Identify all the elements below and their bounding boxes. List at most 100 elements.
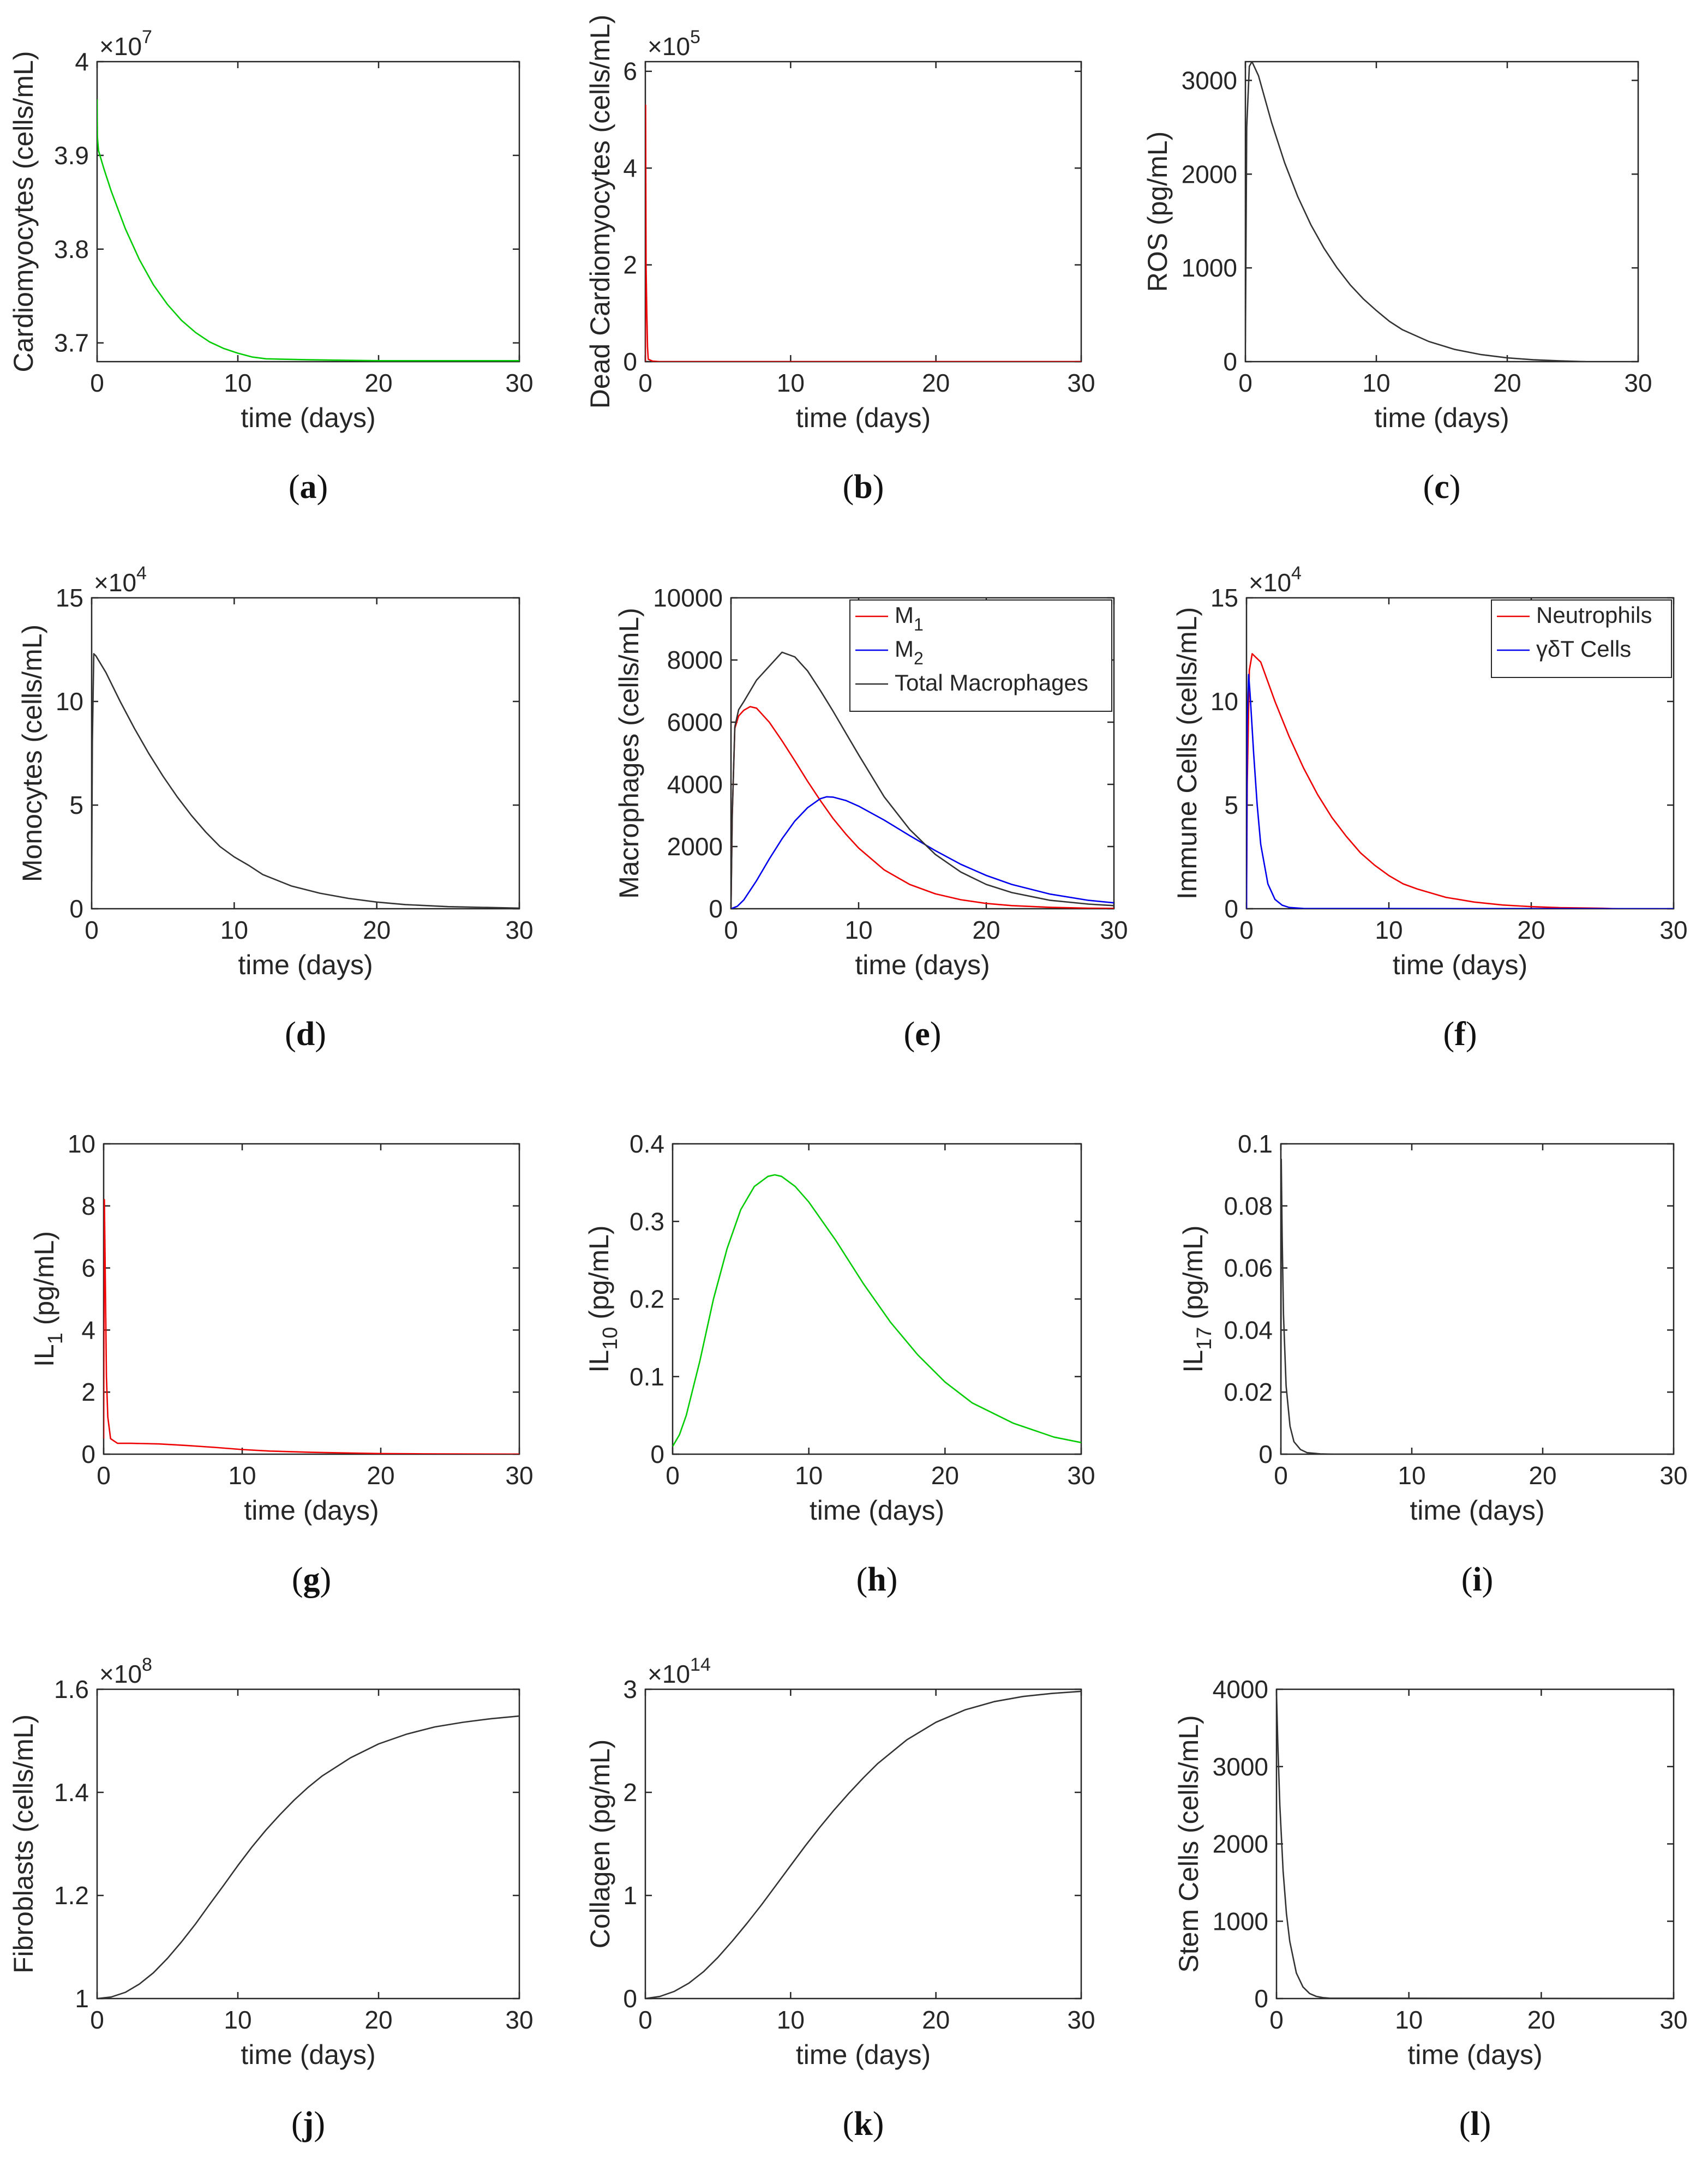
panel-label: (d) xyxy=(285,1016,326,1053)
x-tick-label: 10 xyxy=(224,369,251,397)
y-tick-label: 10000 xyxy=(653,584,723,612)
x-tick-label: 30 xyxy=(505,916,533,944)
y-tick-label: 1 xyxy=(623,1881,637,1910)
exponent-label: ×108 xyxy=(99,1654,152,1688)
y-axis-label: ROS (pg/mL) xyxy=(1142,131,1173,292)
y-tick-label: 0 xyxy=(1258,1440,1273,1468)
axes-frame-c xyxy=(1244,61,1639,363)
panel-k: 0 10 20 30 0 1 2 3 ×1014 time (days) Collagen (pg/… xyxy=(585,1654,1095,2143)
y-axis-label: IL17 (pg/mL) xyxy=(1178,1225,1216,1372)
y-tick-label: 6 xyxy=(81,1254,95,1282)
panel-label: (a) xyxy=(289,469,328,506)
y-tick-label: 4000 xyxy=(667,770,723,799)
x-tick-label: 0 xyxy=(666,1461,680,1490)
series-line--t-cells xyxy=(1246,674,1674,909)
legend-entry: Total Macrophages xyxy=(895,670,1088,695)
x-tick-label: 30 xyxy=(1067,2006,1095,2034)
x-tick-label: 0 xyxy=(85,916,99,944)
y-tick-label: 4 xyxy=(81,1316,95,1344)
y-tick-label: 3000 xyxy=(1182,66,1237,94)
y-axis-label: Macrophages (cells/mL) xyxy=(614,608,644,899)
series-line-il1 xyxy=(104,1199,519,1454)
x-tick-label: 10 xyxy=(777,369,805,397)
panel-a: 0 10 20 30 3.7 3.8 3.9 4 ×107 time (days) Cardiomy… xyxy=(8,27,534,506)
panel-b: 0 10 20 30 0 2 4 6 ×105 time (days) Dead Cardiomyo… xyxy=(585,15,1095,506)
x-tick-label: 20 xyxy=(922,369,950,397)
y-tick-label: 2000 xyxy=(667,832,723,861)
y-axis-label: Cardiomyocytes (cells/mL) xyxy=(8,51,39,372)
y-tick-label: 1.6 xyxy=(54,1675,89,1703)
x-tick-label: 30 xyxy=(505,1461,533,1490)
x-tick-label: 20 xyxy=(367,1461,394,1490)
series-line-collagen xyxy=(645,1690,1081,1999)
y-tick-label: 8 xyxy=(81,1192,95,1220)
y-axis-label: IL10 (pg/mL) xyxy=(584,1225,622,1372)
x-tick-label: 30 xyxy=(1067,369,1095,397)
y-tick-label: 10 xyxy=(56,687,83,716)
axes-frame-g xyxy=(103,1143,520,1455)
panel-i: 0 10 20 30 0 0.02 0.04 0.06 0.08 0.1 time (days) IL… xyxy=(1178,1130,1688,1598)
legend-entry: γδT Cells xyxy=(1536,636,1631,662)
legend-entry: M2 xyxy=(895,636,924,668)
x-tick-label: 30 xyxy=(1659,2006,1687,2034)
axes-frame-l xyxy=(1275,1688,1675,2000)
y-axis-label: IL1 (pg/mL) xyxy=(29,1231,67,1367)
y-tick-label: 3.8 xyxy=(54,235,89,263)
x-tick-label: 10 xyxy=(220,916,248,944)
panel-e: 0 10 20 30 0 2000 4000 6000 8000 10000 time (days)… xyxy=(614,584,1128,1053)
axes-frame-j xyxy=(96,1688,520,2000)
y-tick-label: 2 xyxy=(623,1778,637,1807)
panel-label: (k) xyxy=(843,2105,884,2143)
y-tick-label: 0 xyxy=(623,347,637,376)
panel-f: 0 10 20 30 0 5 10 15 ×104 time (days) Immune Cells… xyxy=(1172,563,1688,1053)
x-tick-label: 0 xyxy=(90,369,104,397)
x-tick-label: 30 xyxy=(1659,1461,1687,1490)
exponent-label: ×1014 xyxy=(648,1654,711,1688)
y-tick-label: 2000 xyxy=(1182,160,1237,188)
legend-entry: M1 xyxy=(895,602,924,634)
panel-label: (l) xyxy=(1459,2105,1491,2143)
x-axis-label: time (days) xyxy=(1393,950,1527,980)
y-tick-label: 0 xyxy=(650,1440,664,1468)
panel-label: (i) xyxy=(1461,1561,1494,1598)
y-axis-label: Fibroblasts (cells/mL) xyxy=(8,1714,39,1973)
x-tick-label: 0 xyxy=(1269,2006,1284,2034)
panel-label: (e) xyxy=(904,1016,942,1053)
panel-j: 0 10 20 30 1 1.2 1.4 1.6 ×108 time (days) Fibrobla… xyxy=(8,1654,534,2143)
x-tick-label: 0 xyxy=(1274,1461,1288,1490)
y-tick-label: 4000 xyxy=(1213,1675,1268,1703)
series-line-dead-cardiomyocytes xyxy=(645,104,1081,362)
x-axis-label: time (days) xyxy=(1374,403,1509,433)
y-tick-label: 0.2 xyxy=(630,1285,664,1313)
x-tick-label: 30 xyxy=(1067,1461,1095,1490)
axes-frame-a xyxy=(96,61,520,363)
x-tick-label: 20 xyxy=(364,2006,392,2034)
exponent-label: ×104 xyxy=(1249,563,1302,597)
x-axis-label: time (days) xyxy=(810,1495,944,1526)
x-tick-label: 0 xyxy=(97,1461,111,1490)
axes-frame-i xyxy=(1280,1143,1675,1455)
x-tick-label: 10 xyxy=(844,916,872,944)
x-axis-label: time (days) xyxy=(244,1495,379,1526)
y-axis-label: Immune Cells (cells/mL) xyxy=(1172,607,1202,899)
legend-box xyxy=(1491,599,1672,678)
y-tick-label: 15 xyxy=(56,584,83,612)
x-tick-label: 0 xyxy=(724,916,738,944)
x-axis-label: time (days) xyxy=(241,403,375,433)
y-tick-label: 3000 xyxy=(1213,1753,1268,1781)
x-tick-label: 30 xyxy=(1100,916,1128,944)
y-tick-label: 4 xyxy=(75,47,89,76)
y-axis-label: Collagen (pg/mL) xyxy=(585,1739,615,1949)
y-tick-label: 15 xyxy=(1210,584,1238,612)
y-tick-label: 0 xyxy=(81,1440,95,1468)
series-line-monocytes xyxy=(92,653,519,909)
panel-label: (b) xyxy=(843,469,884,506)
series-line-total-macrophages xyxy=(731,651,1114,909)
y-tick-label: 2 xyxy=(81,1378,95,1406)
y-tick-label: 1000 xyxy=(1213,1907,1268,1935)
y-tick-label: 2000 xyxy=(1213,1830,1268,1858)
panel-label: (f) xyxy=(1443,1016,1477,1053)
